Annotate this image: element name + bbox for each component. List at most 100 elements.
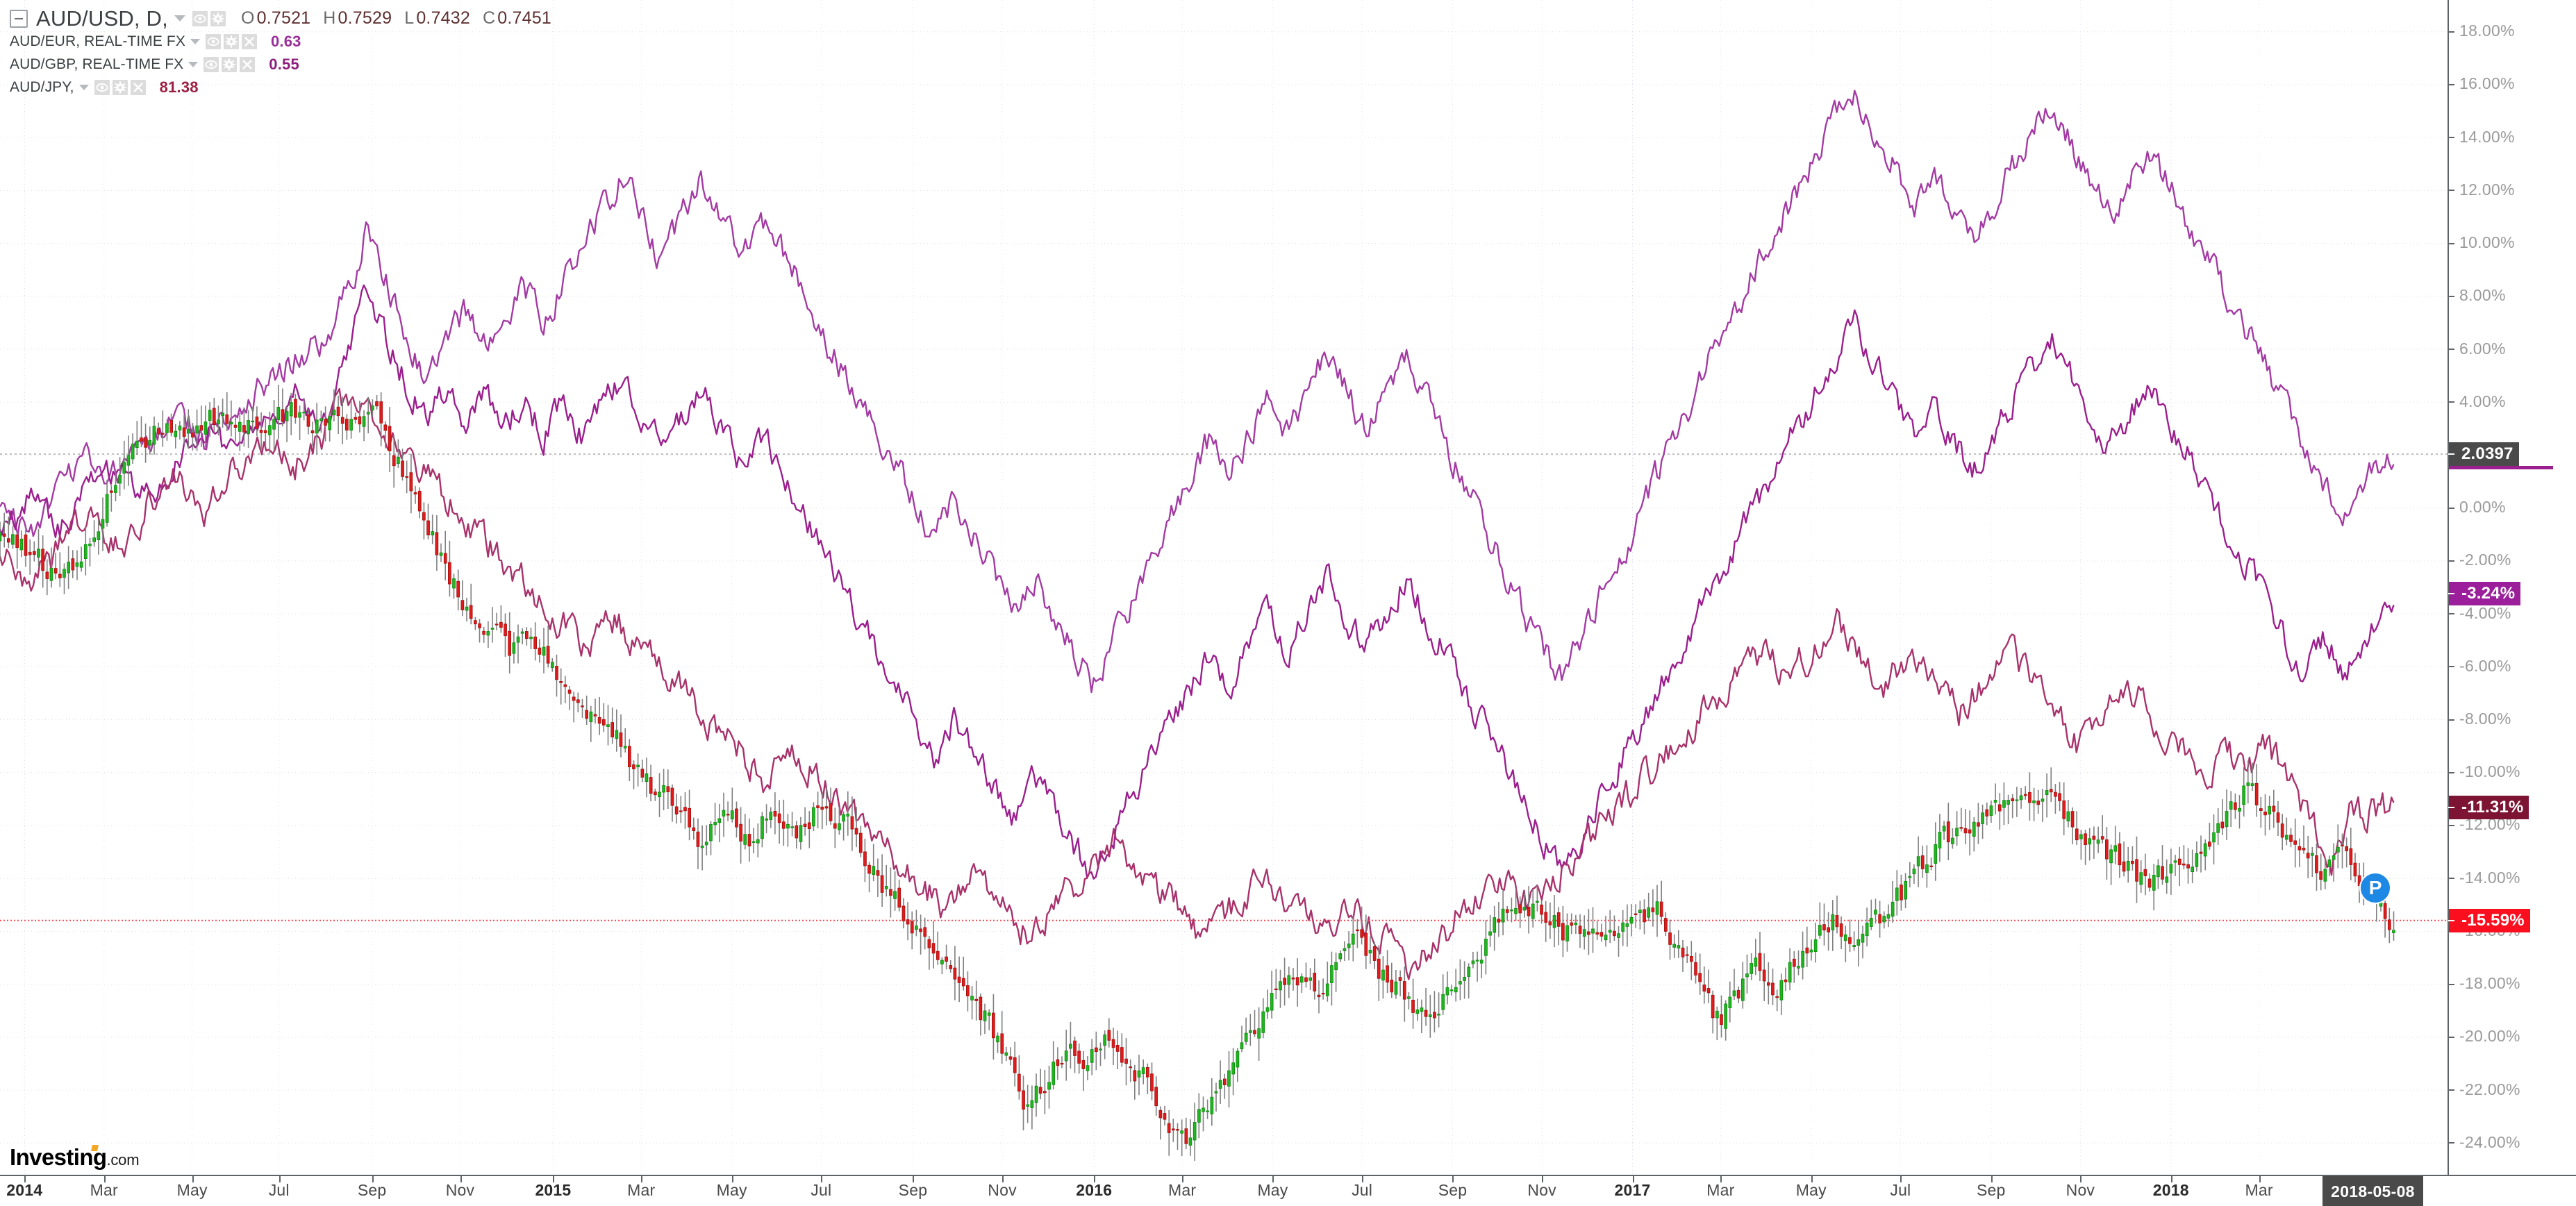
time-tick-label: Sep <box>357 1181 387 1199</box>
legend-symbol-label: AUD/JPY, <box>10 78 74 95</box>
legend-row-3[interactable]: AUD/JPY, 81.38 <box>10 76 551 99</box>
tick-label: 4.00% <box>2459 392 2506 410</box>
close-icon[interactable] <box>130 79 146 95</box>
tick-dash <box>2448 349 2454 351</box>
time-tick <box>1452 1176 1454 1182</box>
time-tick <box>2259 1176 2261 1182</box>
time-tick <box>1542 1176 1544 1182</box>
time-tick <box>1002 1176 1004 1182</box>
tick-label: 16.00% <box>2459 74 2515 93</box>
tick-label: -8.00% <box>2459 710 2511 728</box>
time-tick-label: Nov <box>1527 1181 1556 1199</box>
tick-label: -18.00% <box>2459 974 2520 993</box>
gear-icon[interactable] <box>222 56 238 72</box>
time-tick-label: Nov <box>988 1181 1017 1199</box>
time-tick <box>1272 1176 1274 1182</box>
time-tick-label: Nov <box>2066 1181 2095 1199</box>
tick-label: -4.00% <box>2459 603 2511 622</box>
time-tick <box>103 1176 106 1182</box>
chevron-down-icon[interactable] <box>78 84 89 90</box>
tick-dash <box>2448 1089 2454 1091</box>
price-badge-audjpy: -11.31% <box>2448 795 2529 819</box>
time-tick <box>553 1176 555 1182</box>
eye-icon[interactable] <box>203 56 219 72</box>
current-date-badge: 2018-05-08 <box>2322 1176 2423 1206</box>
tick-dash <box>2448 560 2454 562</box>
time-tick <box>460 1176 462 1182</box>
ohlc-h: H 0.7529 <box>323 8 392 28</box>
time-tick <box>1811 1176 1813 1182</box>
tick-label: -24.00% <box>2459 1132 2520 1151</box>
time-tick-label: Mar <box>90 1181 118 1199</box>
logo-accent-dot <box>91 1145 99 1151</box>
time-tick <box>372 1176 374 1182</box>
eye-icon[interactable] <box>94 79 110 95</box>
time-tick <box>1991 1176 1993 1182</box>
tick-label: -10.00% <box>2459 762 2520 781</box>
time-tick-label: May <box>716 1181 747 1199</box>
eye-icon[interactable] <box>192 10 208 26</box>
tick-dash <box>2448 1142 2454 1144</box>
badge-label: -3.24% <box>2461 584 2516 603</box>
tick-label: -14.00% <box>2459 868 2520 887</box>
time-tick-label: Sep <box>1438 1181 1468 1199</box>
tick-dash <box>2448 1036 2454 1038</box>
time-tick <box>1900 1176 1902 1182</box>
time-axis[interactable]: 2018-05-08 2014 Mar May Jul Sep Nov 2015 Mar May… <box>0 1175 2576 1206</box>
tick-dash <box>2448 137 2454 139</box>
collapse-icon[interactable] <box>10 9 28 28</box>
ohlc-l: L 0.7432 <box>404 8 470 28</box>
eye-icon[interactable] <box>205 33 221 49</box>
price-badge-audusd: -15.59% <box>2448 908 2530 932</box>
time-tick-label: May <box>1795 1181 1827 1199</box>
time-tick <box>1182 1176 1184 1182</box>
position-marker[interactable]: P <box>2359 871 2392 904</box>
time-tick <box>2080 1176 2082 1182</box>
badge-label: -15.59% <box>2461 910 2525 930</box>
legend-row-1[interactable]: AUD/EUR, REAL-TIME FX 0.63 <box>10 30 551 53</box>
time-tick <box>1720 1176 1722 1182</box>
time-tick <box>1632 1176 1634 1182</box>
chart-plot-area[interactable] <box>0 0 2448 1175</box>
time-tick <box>1094 1176 1096 1182</box>
badge-dash <box>2448 453 2454 455</box>
legend-row-0[interactable]: AUD/USD, D, O 0.7521 H 0.7529 L 0.7432 C 0.7451 <box>10 6 551 31</box>
time-tick-label: Mar <box>1706 1181 1735 1199</box>
tick-label: 12.00% <box>2459 180 2515 199</box>
close-icon[interactable] <box>241 33 257 49</box>
gear-icon[interactable] <box>112 79 128 95</box>
gear-icon[interactable] <box>223 33 239 49</box>
tick-dash <box>2448 190 2454 192</box>
price-axis[interactable]: 18.00% 16.00% 14.00% 12.00% 10.00% 8.00% 6.00%… <box>2448 0 2576 1175</box>
chevron-down-icon[interactable] <box>188 61 199 67</box>
logo-tld: .com <box>106 1151 140 1169</box>
tick-label: 6.00% <box>2459 339 2506 358</box>
time-tick <box>641 1176 643 1182</box>
time-tick-label: 2016 <box>1076 1181 1113 1199</box>
time-tick-label: Jul <box>1352 1181 1373 1199</box>
ohlc-o: O 0.7521 <box>240 8 311 28</box>
tick-label: 8.00% <box>2459 286 2506 305</box>
time-tick <box>821 1176 823 1182</box>
tick-dash <box>2448 401 2454 403</box>
tick-label: -20.00% <box>2459 1027 2520 1046</box>
tick-label: -22.00% <box>2459 1080 2520 1098</box>
chart-legend: AUD/USD, D, O 0.7521 H 0.7529 L 0.7432 C 0.7451 A… <box>0 0 551 99</box>
investing-com-logo: Investing .com <box>10 1144 140 1171</box>
time-tick-label: Jul <box>268 1181 290 1199</box>
tick-dash <box>2448 507 2454 509</box>
time-tick <box>192 1176 194 1182</box>
tick-label: -2.00% <box>2459 551 2511 569</box>
legend-symbol-label: AUD/EUR, REAL-TIME FX <box>10 33 185 49</box>
time-tick-label: 2018 <box>2152 1181 2189 1199</box>
legend-row-2[interactable]: AUD/GBP, REAL-TIME FX 0.55 <box>10 53 551 76</box>
chevron-down-icon[interactable] <box>174 15 185 22</box>
tick-dash <box>2448 83 2454 85</box>
close-icon[interactable] <box>240 56 256 72</box>
price-badge-audeur: -3.24% <box>2448 582 2521 606</box>
gear-icon[interactable] <box>210 10 226 26</box>
chevron-down-icon[interactable] <box>190 38 200 44</box>
time-tick-label: Mar <box>627 1181 656 1199</box>
time-tick <box>24 1176 26 1182</box>
tick-label: -6.00% <box>2459 656 2511 675</box>
